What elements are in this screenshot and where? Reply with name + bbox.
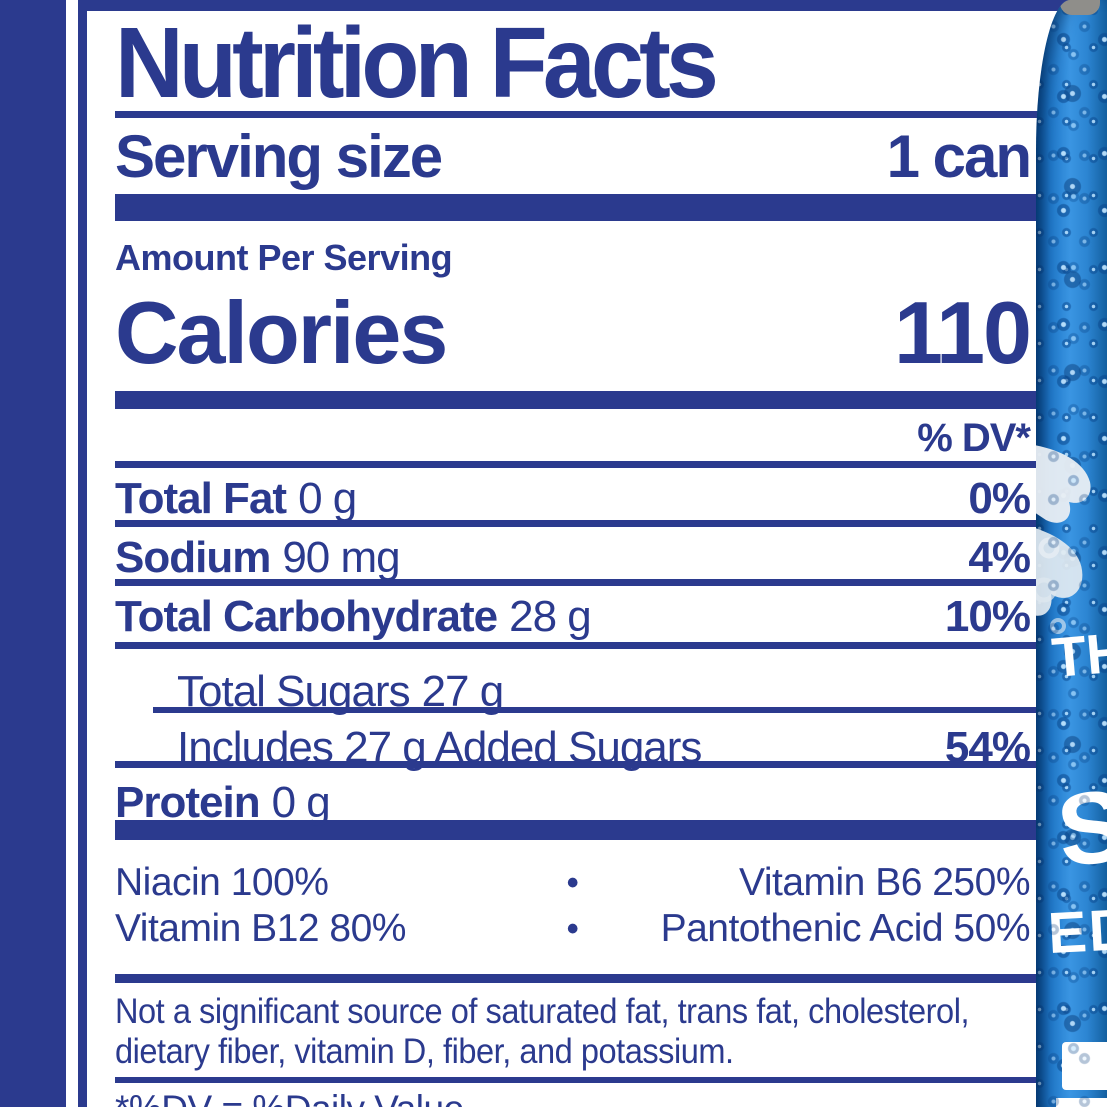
vitamin-right: Pantothenic Acid 50% <box>660 907 1031 950</box>
bullet-icon: • <box>566 909 579 948</box>
bullet-icon: • <box>566 863 579 902</box>
amount-per-serving-label: Amount Per Serving <box>115 237 453 278</box>
nutrient-amount: 0 g <box>298 474 357 523</box>
divider <box>115 1077 1100 1083</box>
nutrient-name: Sodium <box>115 533 271 582</box>
blue-can-image: TH S ED <box>1036 0 1107 1107</box>
divider <box>115 520 1100 527</box>
nutrient-dv: 0% <box>968 474 1031 523</box>
nutrient-name: Protein <box>115 778 261 827</box>
can-text-fragment: ED <box>1046 896 1107 967</box>
divider <box>115 111 1100 118</box>
nutrient-row-total-fat: Total Fat 0 g 0% <box>115 468 1031 523</box>
divider <box>115 461 1100 468</box>
nutrient-name: Includes 27 g Added Sugars <box>177 723 702 772</box>
serving-size-label: Serving size <box>115 122 443 190</box>
nutrient-name: Total Sugars <box>177 667 411 716</box>
vitamins-section: Niacin 100% • Vitamin B6 250% Vitamin B1… <box>115 860 1030 952</box>
nutrient-row-protein: Protein 0 g <box>115 768 1030 827</box>
can-text-fragment: S <box>1051 767 1107 889</box>
divider <box>115 761 1100 768</box>
nutrient-name: Total Carbohydrate <box>115 592 498 641</box>
thick-divider <box>115 194 1100 221</box>
calories-row: Calories 110 <box>115 281 1032 382</box>
vitamin-left: Niacin 100% <box>115 861 329 904</box>
calories-label: Calories <box>115 283 448 382</box>
footnote-line-2: dietary fiber, vitamin D, fiber, and pot… <box>115 1032 734 1071</box>
can-rim <box>1060 0 1100 15</box>
nutrient-amount: 0 g <box>271 778 331 827</box>
nutrition-facts-panel: Nutrition Facts Serving size 1 can Amoun… <box>78 0 1107 1107</box>
serving-size-row: Serving size 1 can <box>115 118 1032 194</box>
nutrient-name: Total Fat <box>115 474 287 523</box>
divider-indented <box>153 707 1100 713</box>
nutrient-row-total-sugars: Total Sugars 27 g <box>115 661 1030 716</box>
nutrient-dv: 4% <box>968 533 1031 582</box>
vitamin-row: Vitamin B12 80% • Pantothenic Acid 50% <box>115 906 1030 952</box>
nutrient-amount: 28 g <box>509 592 592 641</box>
can-label-block <box>1062 1042 1107 1090</box>
divider <box>115 579 1100 586</box>
calories-value: 110 <box>894 283 1032 382</box>
nutrient-dv: 54% <box>944 723 1031 772</box>
divider <box>115 974 1100 983</box>
can-label-block <box>1056 1098 1107 1107</box>
daily-value-note: *%DV = %Daily Value <box>115 1088 1030 1107</box>
vitamin-left: Vitamin B12 80% <box>115 907 406 950</box>
nutrition-facts-title: Nutrition Facts <box>115 7 719 119</box>
nutrient-dv: 10% <box>944 592 1031 641</box>
serving-size-value: 1 can <box>886 122 1032 190</box>
vitamin-row: Niacin 100% • Vitamin B6 250% <box>115 860 1030 906</box>
left-blue-strip <box>0 0 66 1107</box>
nutrient-row-sodium: Sodium 90 mg 4% <box>115 527 1031 582</box>
thick-divider <box>115 391 1100 409</box>
divider <box>115 642 1100 649</box>
thick-divider <box>115 820 1100 840</box>
footnote: Not a significant source of saturated fa… <box>115 983 970 1072</box>
nutrient-row-total-carbohydrate: Total Carbohydrate 28 g 10% <box>115 586 1031 642</box>
nutrient-amount: 27 g <box>421 667 505 716</box>
can-swoosh-graphic <box>1036 445 1091 634</box>
nutrient-amount: 90 mg <box>282 533 400 582</box>
can-text-fragment: TH <box>1049 619 1107 690</box>
footnote-line-1: Not a significant source of saturated fa… <box>115 992 970 1031</box>
vitamin-right: Vitamin B6 250% <box>739 861 1030 904</box>
daily-value-header: % DV* <box>917 416 1031 460</box>
nutrient-row-added-sugars: Includes 27 g Added Sugars 54% <box>115 713 1031 772</box>
